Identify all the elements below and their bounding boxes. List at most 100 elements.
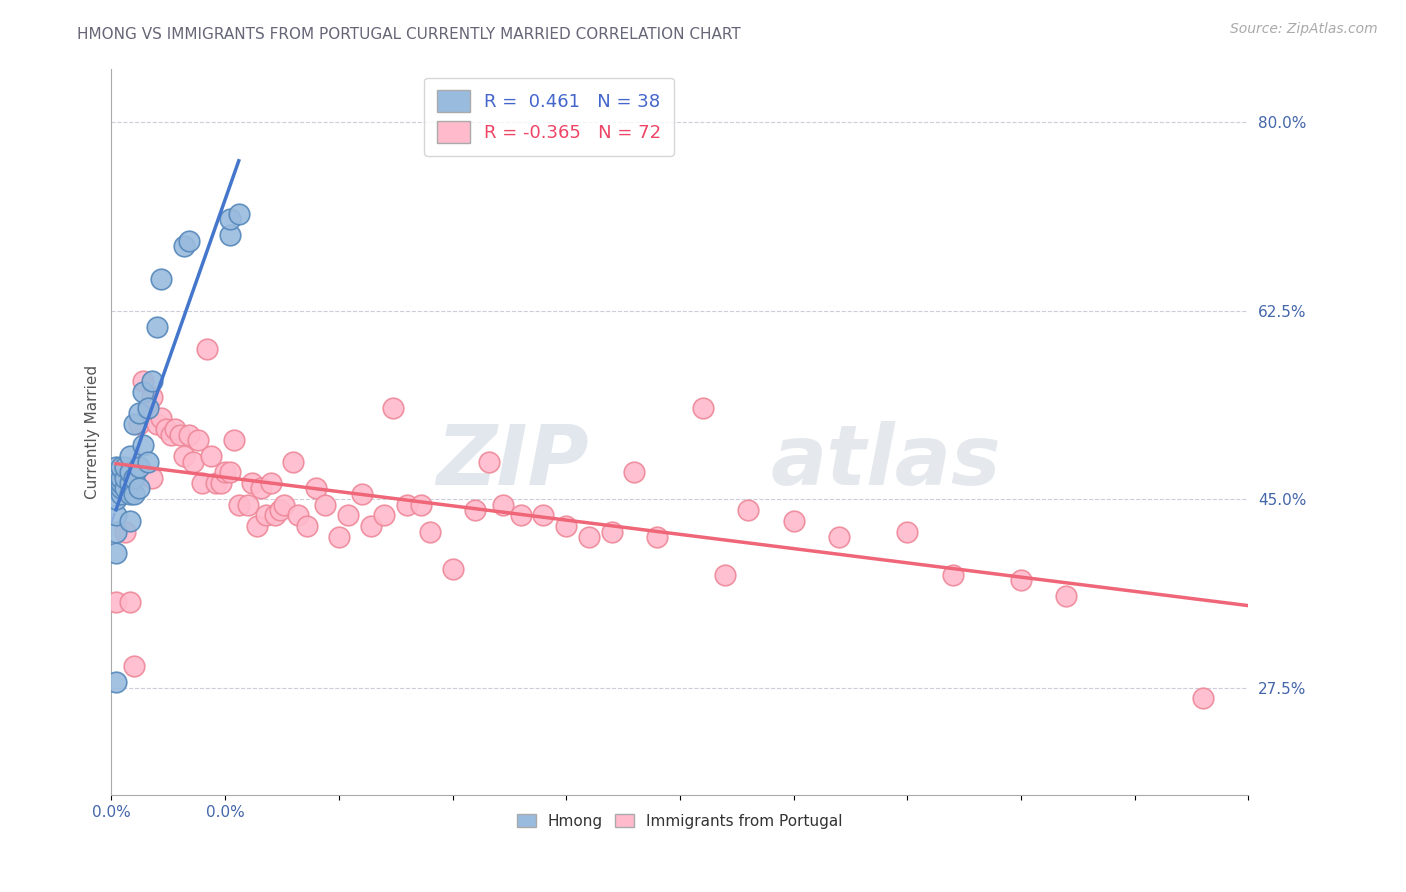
- Text: ZIP: ZIP: [436, 420, 589, 501]
- Point: [177, 234, 200, 248]
- Point: [942, 567, 965, 582]
- Point: [136, 454, 159, 468]
- Point: [205, 476, 228, 491]
- Point: [104, 594, 127, 608]
- Point: [122, 487, 145, 501]
- Point: [104, 524, 127, 539]
- Point: [578, 530, 600, 544]
- Point: [118, 476, 141, 491]
- Point: [645, 530, 668, 544]
- Point: [1010, 573, 1032, 587]
- Point: [128, 482, 150, 496]
- Point: [419, 524, 441, 539]
- Point: [478, 454, 501, 468]
- Point: [242, 476, 264, 491]
- Point: [136, 401, 159, 415]
- Point: [254, 508, 277, 523]
- Point: [269, 503, 291, 517]
- Y-axis label: Currently Married: Currently Married: [86, 365, 100, 499]
- Point: [155, 422, 177, 436]
- Point: [118, 487, 141, 501]
- Point: [110, 482, 132, 496]
- Text: atlas: atlas: [770, 420, 1001, 501]
- Point: [273, 498, 295, 512]
- Point: [264, 508, 287, 523]
- Point: [104, 492, 127, 507]
- Point: [236, 498, 259, 512]
- Point: [128, 459, 150, 474]
- Point: [136, 401, 159, 415]
- Point: [509, 508, 531, 523]
- Point: [177, 427, 200, 442]
- Point: [214, 466, 236, 480]
- Point: [1056, 589, 1078, 603]
- Point: [224, 433, 246, 447]
- Point: [165, 422, 187, 436]
- Point: [287, 508, 309, 523]
- Point: [228, 498, 250, 512]
- Point: [141, 471, 163, 485]
- Point: [218, 212, 240, 227]
- Point: [141, 390, 163, 404]
- Point: [246, 519, 269, 533]
- Point: [896, 524, 918, 539]
- Point: [118, 514, 141, 528]
- Point: [623, 466, 645, 480]
- Point: [491, 498, 513, 512]
- Point: [283, 454, 305, 468]
- Point: [122, 417, 145, 431]
- Point: [395, 498, 418, 512]
- Point: [128, 406, 150, 420]
- Legend: Hmong, Immigrants from Portugal: Hmong, Immigrants from Portugal: [512, 808, 848, 835]
- Point: [104, 508, 127, 523]
- Point: [314, 498, 336, 512]
- Point: [1192, 691, 1215, 706]
- Point: [104, 459, 127, 474]
- Point: [169, 427, 191, 442]
- Point: [692, 401, 714, 415]
- Point: [250, 482, 273, 496]
- Point: [181, 454, 204, 468]
- Point: [209, 476, 232, 491]
- Point: [110, 459, 132, 474]
- Point: [173, 449, 195, 463]
- Point: [555, 519, 578, 533]
- Point: [132, 374, 155, 388]
- Point: [118, 594, 141, 608]
- Point: [118, 449, 141, 463]
- Point: [600, 524, 623, 539]
- Point: [441, 562, 464, 576]
- Point: [114, 459, 136, 474]
- Point: [360, 519, 382, 533]
- Point: [382, 401, 405, 415]
- Point: [146, 320, 169, 334]
- Point: [782, 514, 804, 528]
- Point: [159, 427, 181, 442]
- Point: [218, 466, 240, 480]
- Point: [714, 567, 737, 582]
- Point: [533, 508, 555, 523]
- Point: [110, 476, 132, 491]
- Point: [228, 207, 250, 221]
- Point: [409, 498, 432, 512]
- Point: [150, 411, 173, 425]
- Point: [305, 482, 328, 496]
- Point: [110, 471, 132, 485]
- Point: [104, 675, 127, 690]
- Point: [218, 228, 240, 243]
- Point: [110, 487, 132, 501]
- Point: [104, 546, 127, 560]
- Point: [132, 384, 155, 399]
- Text: HMONG VS IMMIGRANTS FROM PORTUGAL CURRENTLY MARRIED CORRELATION CHART: HMONG VS IMMIGRANTS FROM PORTUGAL CURREN…: [77, 27, 741, 42]
- Point: [141, 374, 163, 388]
- Point: [373, 508, 395, 523]
- Point: [295, 519, 318, 533]
- Point: [146, 417, 169, 431]
- Point: [122, 659, 145, 673]
- Point: [187, 433, 209, 447]
- Point: [737, 503, 759, 517]
- Point: [114, 471, 136, 485]
- Point: [328, 530, 350, 544]
- Point: [128, 417, 150, 431]
- Point: [336, 508, 359, 523]
